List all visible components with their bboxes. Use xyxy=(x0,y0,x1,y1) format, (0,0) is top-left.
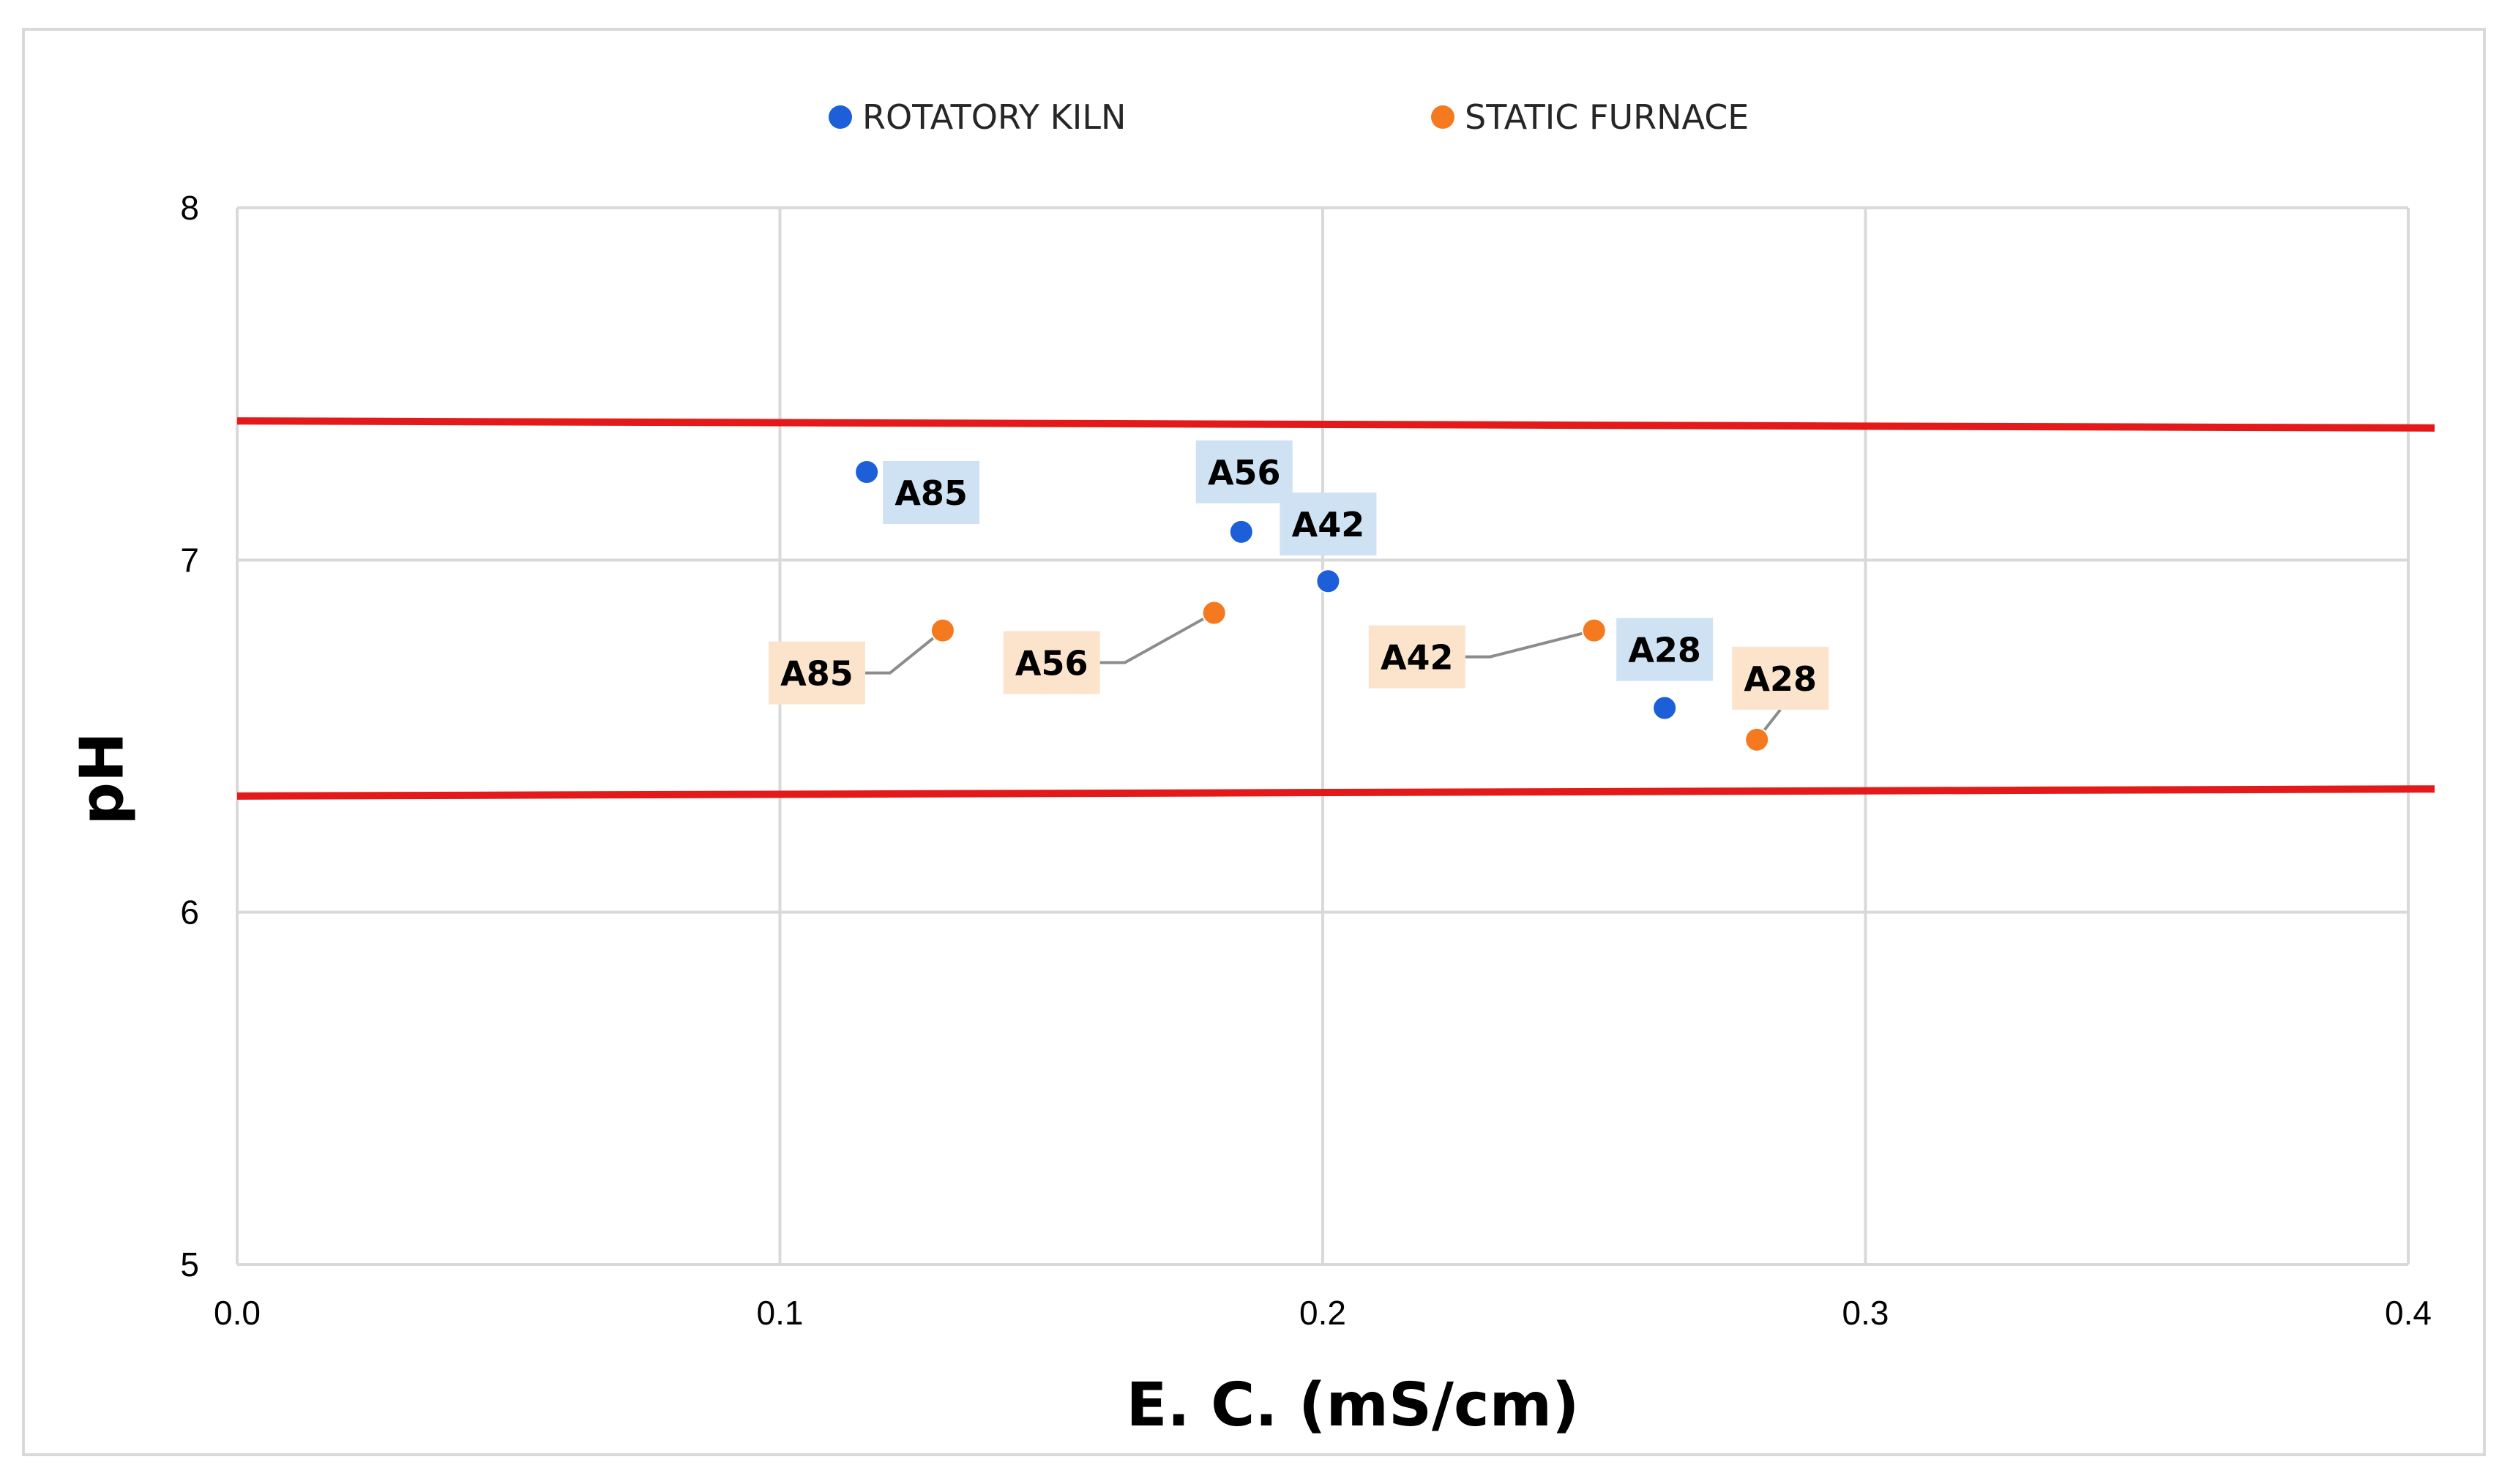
data-label-box xyxy=(1732,646,1829,710)
data-label: A28 xyxy=(1744,659,1817,699)
y-axis-title: pH xyxy=(68,732,138,825)
data-label-box xyxy=(1195,440,1293,503)
reference-line-lower-limit xyxy=(236,785,2435,800)
data-label-box xyxy=(768,641,865,705)
grid-lines xyxy=(236,206,2410,1266)
data-point-rotatory-kiln xyxy=(1652,695,1678,721)
legend-label-rotatory-kiln: ROTATORY KILN xyxy=(862,97,1126,137)
legend-marker-rotatory-kiln xyxy=(829,105,852,129)
x-tick-label: 0.4 xyxy=(2385,1294,2432,1332)
data-label: A42 xyxy=(1381,638,1454,678)
data-label-box xyxy=(883,461,980,524)
axis-ticks: 0.0 0.1 0.2 0.3 0.4 5 6 7 8 xyxy=(180,189,2432,1332)
data-label: A56 xyxy=(1208,453,1281,492)
data-label: A85 xyxy=(780,654,854,694)
data-points xyxy=(854,460,1770,752)
data-label-leader xyxy=(864,629,944,675)
reference-lines xyxy=(236,417,2435,800)
data-point-static-furnace xyxy=(1744,727,1770,752)
legend-marker-static-furnace xyxy=(1431,105,1454,129)
y-tick-label: 7 xyxy=(180,541,199,579)
data-point-static-furnace xyxy=(1201,600,1227,626)
y-tick-label: 5 xyxy=(180,1245,199,1283)
reference-line-upper-limit xyxy=(236,417,2435,432)
y-tick-label: 6 xyxy=(180,893,199,932)
data-point-static-furnace xyxy=(1581,618,1607,643)
data-label-box xyxy=(1616,618,1714,681)
data-label-leader xyxy=(1099,611,1215,664)
data-label: A28 xyxy=(1628,630,1701,670)
data-label-box xyxy=(1003,631,1100,694)
x-axis-title: E. C. (mS/cm) xyxy=(1126,1371,1579,1440)
data-point-static-furnace xyxy=(930,618,955,643)
data-point-rotatory-kiln xyxy=(1315,569,1341,594)
legend: ROTATORY KILN STATIC FURNACE xyxy=(829,97,1749,137)
data-label: A42 xyxy=(1292,505,1365,544)
x-tick-label: 0.1 xyxy=(757,1294,804,1332)
x-tick-label: 0.3 xyxy=(1842,1294,1889,1332)
data-label: A56 xyxy=(1015,644,1088,683)
data-point-rotatory-kiln xyxy=(854,460,880,484)
legend-label-static-furnace: STATIC FURNACE xyxy=(1465,97,1749,137)
data-label-box xyxy=(1280,492,1377,556)
y-tick-label: 8 xyxy=(180,189,199,227)
data-label: A85 xyxy=(894,473,968,513)
data-point-rotatory-kiln xyxy=(1228,519,1254,544)
data-labels: A85 A56 A42 A28 A85 A56 A42 A28 xyxy=(768,440,1829,741)
chart-frame xyxy=(22,28,2486,1456)
data-label-box xyxy=(1368,625,1465,689)
x-tick-label: 0.2 xyxy=(1299,1294,1346,1332)
x-tick-label: 0.0 xyxy=(214,1294,261,1332)
data-label-leader xyxy=(1465,629,1595,659)
